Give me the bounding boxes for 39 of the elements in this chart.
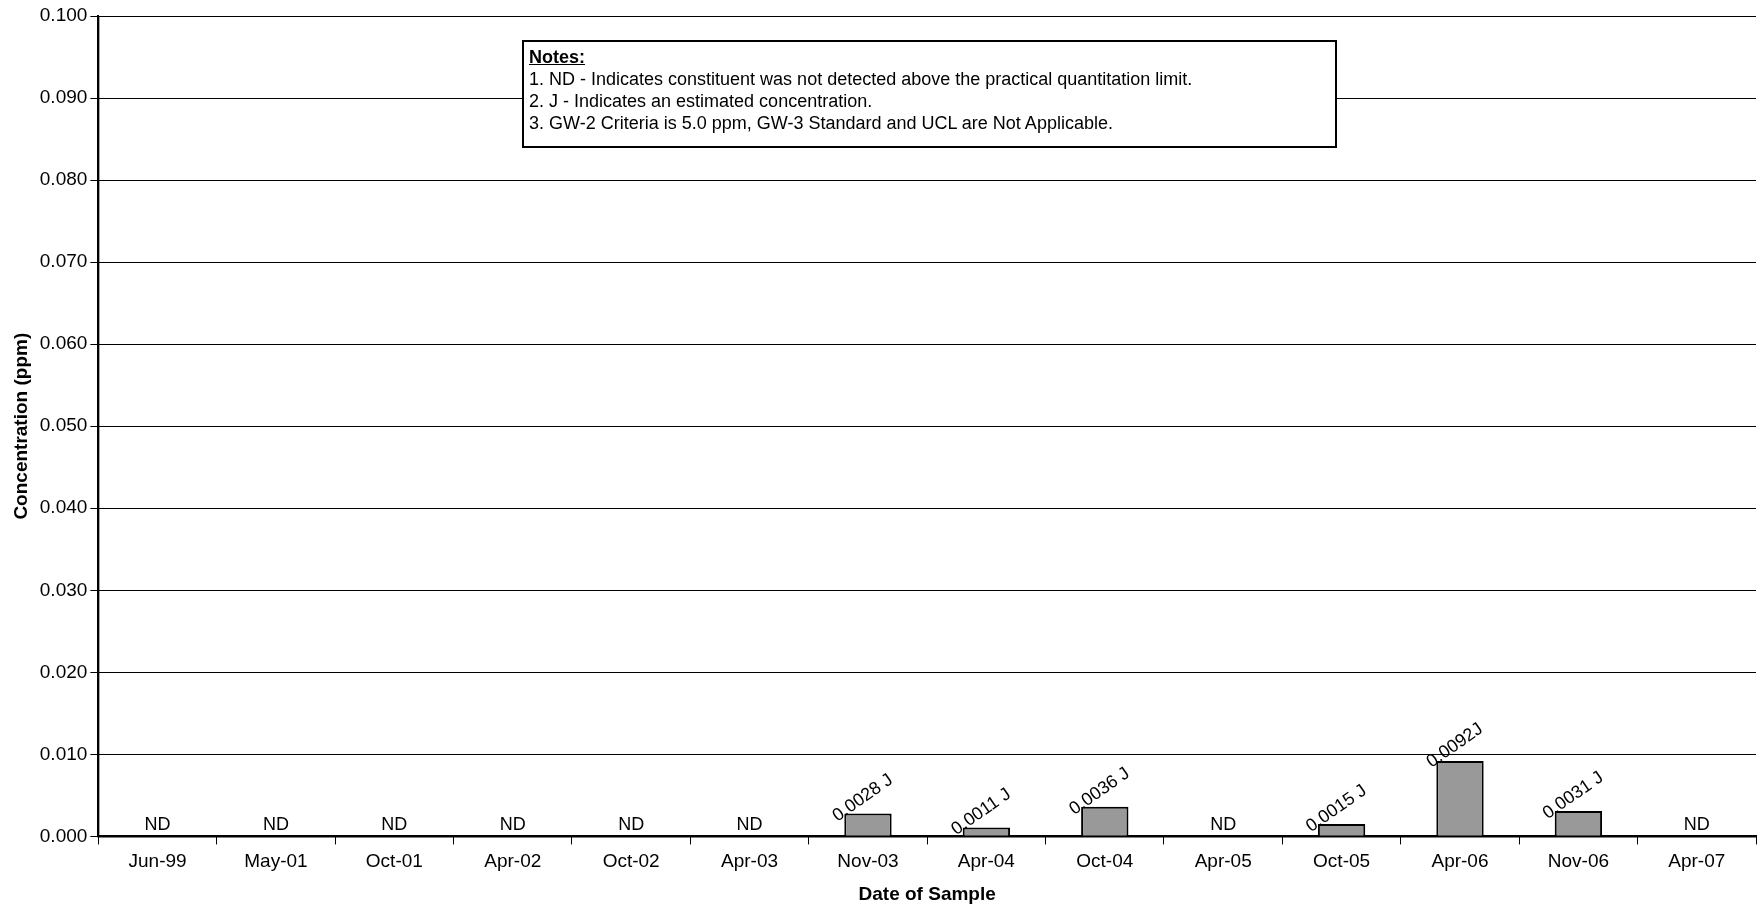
text: ND — [1210, 814, 1237, 835]
y-tick-label: 0.000 — [39, 824, 88, 846]
y-tick-label: 0.040 — [39, 496, 88, 518]
x-tick-label: Oct-01 — [365, 850, 423, 872]
y-tick-label: 0.050 — [39, 414, 88, 436]
text: ND — [1683, 814, 1710, 835]
y-tick-label: 0.100 — [39, 4, 88, 26]
annotation: 1. ND - Indicates constituent was not detected above the practical quantitation limit. — [529, 68, 1194, 90]
x-tick-label: Apr-05 — [1194, 850, 1252, 872]
text: ND — [262, 814, 289, 835]
x-tick-label: Apr-07 — [1668, 850, 1726, 872]
x-tick-label: Oct-04 — [1076, 850, 1134, 872]
x-tick-label: Nov-03 — [837, 850, 899, 872]
x-tick-label: Apr-04 — [957, 850, 1016, 872]
x-tick-label: Apr-02 — [484, 850, 542, 872]
y-tick-label: 0.010 — [39, 742, 88, 764]
y-tick-label: 0.030 — [39, 578, 88, 600]
annotation: 3. GW-2 Criteria is 5.0 ppm, GW-3 Standard and UCL are Not Applicable. — [529, 112, 1114, 134]
text: ND — [618, 814, 645, 835]
y-tick-label: 0.080 — [39, 168, 88, 190]
x-tick-label: Jun-99 — [128, 850, 187, 872]
x-tick-label: Apr-03 — [721, 850, 779, 872]
x-axis-title: Date of Sample — [858, 882, 996, 904]
text: ND — [499, 814, 526, 835]
x-tick-label: Apr-06 — [1431, 850, 1489, 872]
x-tick-label: May-01 — [244, 850, 308, 872]
text: ND — [736, 814, 763, 835]
y-axis-title: Concentration (ppm) — [9, 332, 31, 520]
y-tick-label: 0.070 — [39, 250, 88, 272]
x-tick-label: Nov-06 — [1547, 850, 1610, 872]
annotation: Notes: — [529, 46, 586, 68]
x-tick-label: Oct-05 — [1313, 850, 1371, 872]
annotation: 2. J - Indicates an estimated concentration. — [529, 90, 874, 112]
y-tick-label: 0.060 — [39, 332, 88, 354]
y-tick-label: 0.090 — [39, 86, 88, 108]
y-tick-label: 0.020 — [39, 660, 88, 682]
text: ND — [381, 814, 408, 835]
text: ND — [144, 814, 171, 835]
x-tick-label: Oct-02 — [602, 850, 660, 872]
